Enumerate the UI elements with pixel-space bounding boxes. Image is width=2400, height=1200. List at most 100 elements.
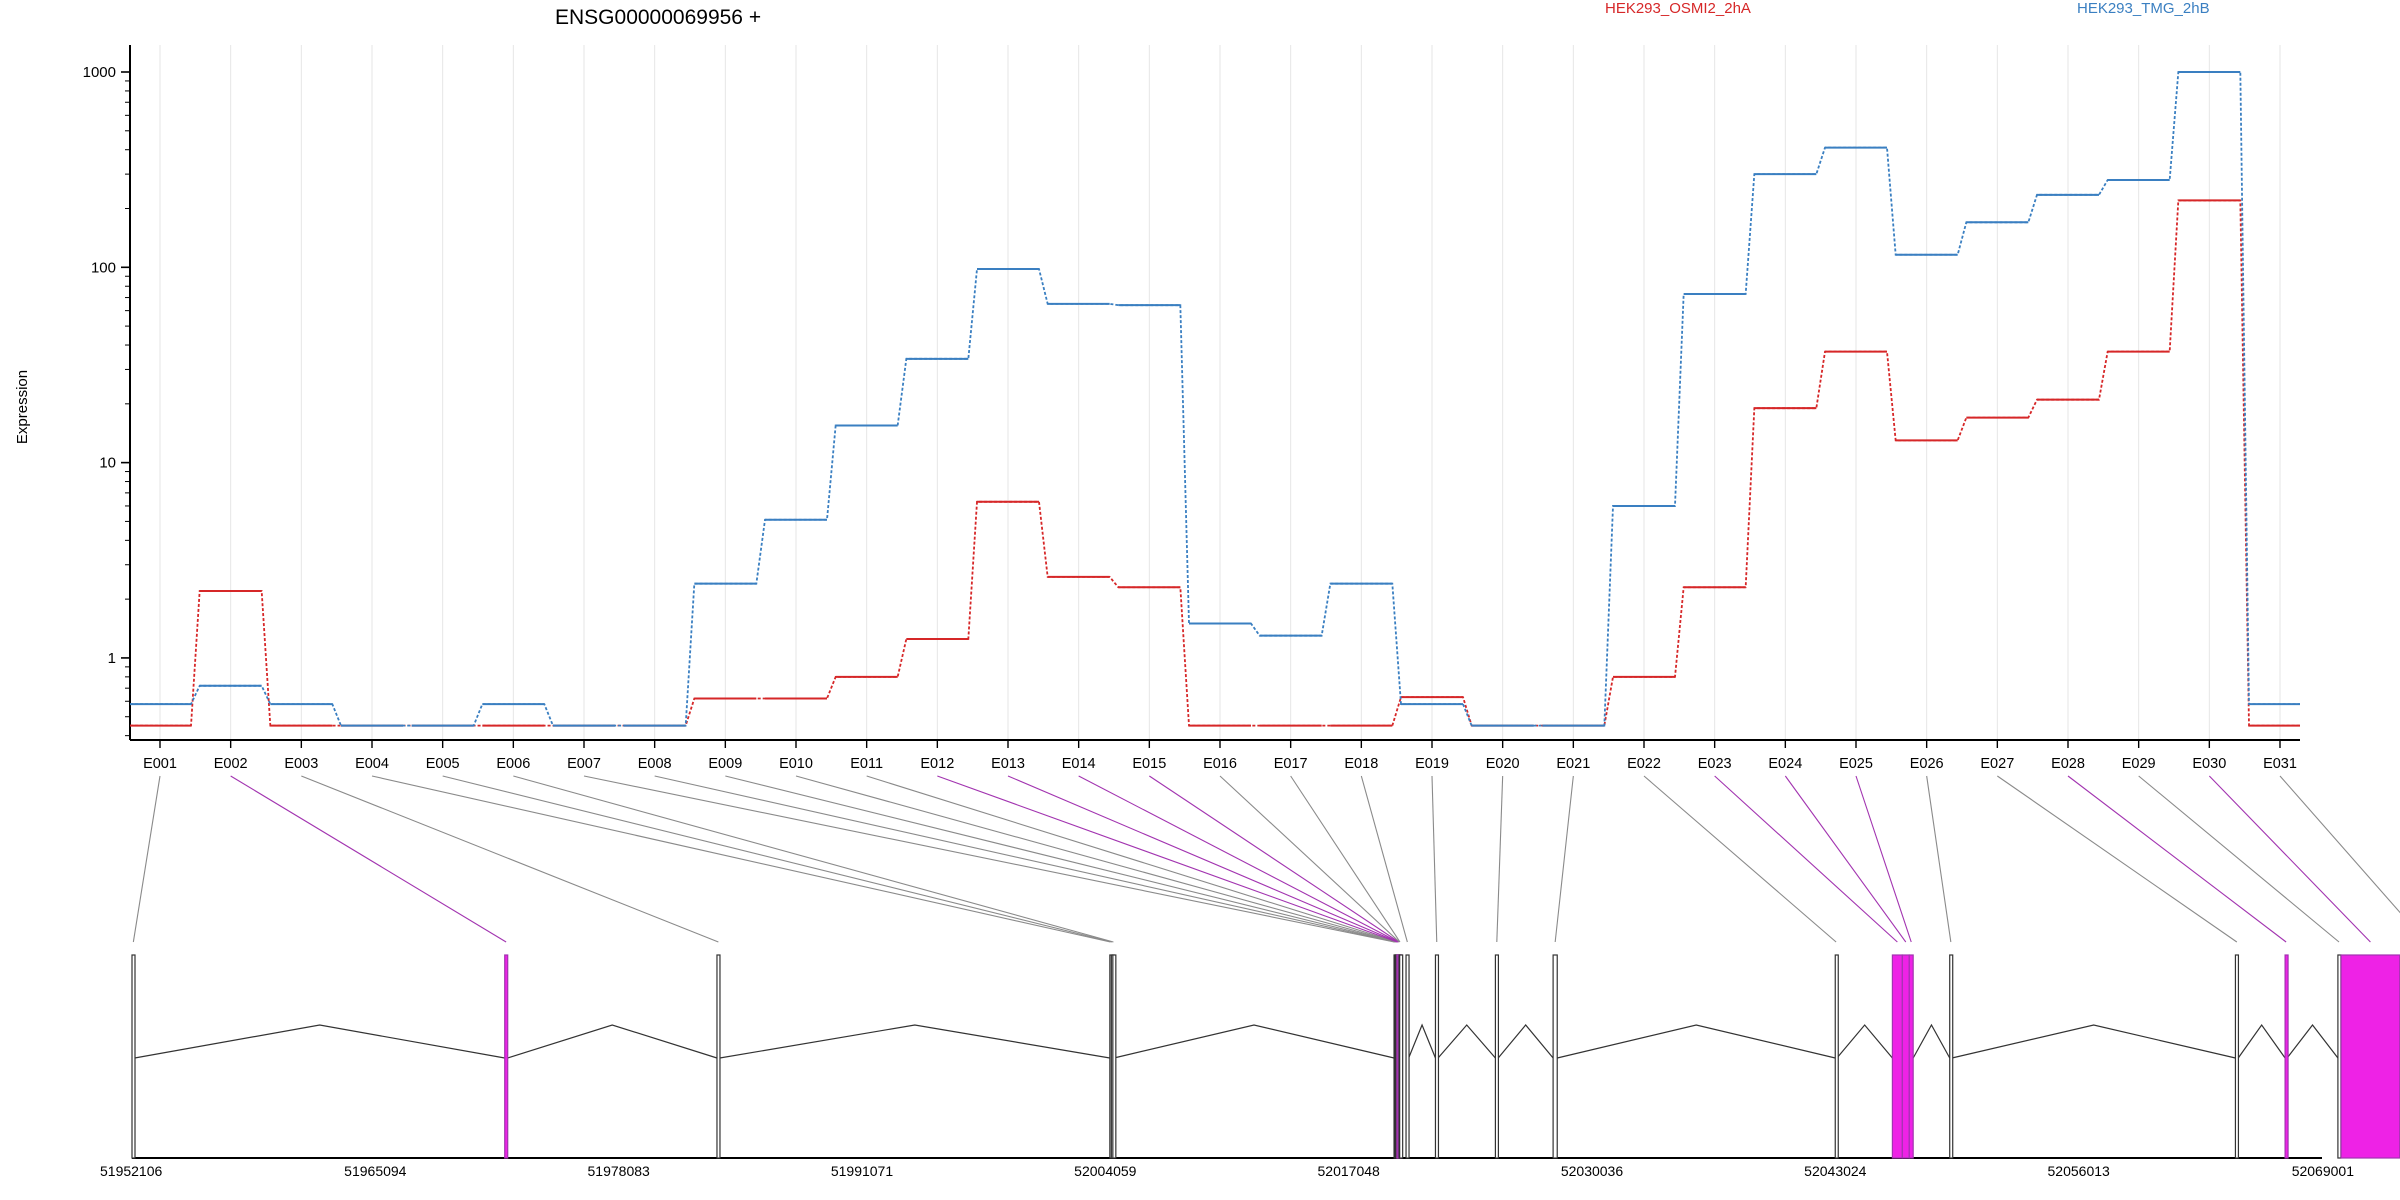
- exon-box-e024: [1901, 954, 1910, 1159]
- exon-label-e023: E023: [1698, 756, 1732, 772]
- intron-line: [507, 1024, 718, 1059]
- map-line-e004: [371, 775, 1111, 943]
- exon-label-e026: E026: [1910, 756, 1944, 772]
- coord-label: 52056013: [2048, 1163, 2111, 1179]
- coord-label: 52069001: [2292, 1163, 2355, 1179]
- exon-label-e003: E003: [284, 756, 318, 772]
- exon-box-e006: [1112, 954, 1117, 1159]
- map-line-e012: [937, 775, 1398, 943]
- chart-title: ENSG00000069956 +: [555, 6, 761, 29]
- intron-line: [1113, 1024, 1395, 1059]
- exon-label-e020: E020: [1486, 756, 1520, 772]
- exon-label-e016: E016: [1203, 756, 1237, 772]
- exon-label-e017: E017: [1274, 756, 1308, 772]
- intron-line: [1557, 1024, 1836, 1059]
- exon-label-e008: E008: [638, 756, 672, 772]
- exon-label-e018: E018: [1344, 756, 1378, 772]
- exon-mapping-lines: [132, 775, 2400, 943]
- map-line-e014: [1078, 775, 1399, 943]
- exon-box-e017: [1399, 954, 1404, 1159]
- exon-box-e020: [1494, 954, 1500, 1159]
- map-line-e020: [1496, 775, 1504, 943]
- y-tick-label: 1: [108, 650, 116, 667]
- map-line-e028: [2067, 775, 2287, 943]
- map-line-e023: [1714, 775, 1898, 943]
- exon-label-e030: E030: [2192, 756, 2226, 772]
- exon-label-e011: E011: [850, 756, 883, 772]
- y-tick-label: 100: [91, 259, 116, 276]
- intron-line: [1836, 1024, 1893, 1059]
- coord-label: 51991071: [831, 1163, 894, 1179]
- intron-line: [1497, 1024, 1554, 1059]
- intron-line: [719, 1024, 1110, 1059]
- y-axis-label: Expression: [14, 370, 31, 444]
- exon-label-e024: E024: [1768, 756, 1802, 772]
- map-line-e025: [1855, 775, 1912, 943]
- map-line-e009: [725, 775, 1396, 943]
- coord-label: 51978083: [588, 1163, 651, 1179]
- exon-box-e026: [1949, 954, 1954, 1159]
- coord-label: 51952106: [100, 1163, 163, 1179]
- map-line-e013: [1007, 775, 1398, 943]
- map-line-e001: [132, 775, 161, 943]
- coord-label: 52004059: [1074, 1163, 1137, 1179]
- exon-label-e015: E015: [1132, 756, 1166, 772]
- exon-box-e001: [131, 954, 136, 1159]
- map-line-e030: [2208, 775, 2371, 943]
- intron-line: [1437, 1024, 1496, 1059]
- exon-label-e009: E009: [708, 756, 742, 772]
- coord-label: 52017048: [1318, 1163, 1381, 1179]
- exon-box-e022: [1834, 954, 1839, 1159]
- map-line-e018: [1360, 775, 1408, 943]
- intron-line: [134, 1024, 505, 1059]
- gene-model: 51952106 51965094 51978083 51991071 52004059…: [100, 954, 2400, 1179]
- exon-label-e004: E004: [355, 756, 389, 772]
- exon-label-e007: E007: [567, 756, 601, 772]
- gridlines: [159, 45, 2281, 740]
- exon-label-e014: E014: [1062, 756, 1096, 772]
- map-line-e003: [301, 775, 719, 943]
- map-line-e031: [2279, 775, 2400, 914]
- exon-box-e023: [1891, 954, 1903, 1159]
- exon-label-e010: E010: [779, 756, 813, 772]
- map-line-e016: [1219, 775, 1400, 943]
- y-tick-label: 10: [99, 455, 116, 472]
- exon-box-e027: [2234, 954, 2240, 1159]
- exon-box-e018: [1405, 954, 1410, 1159]
- intron-line: [1951, 1024, 2236, 1059]
- exon-label-e001: E001: [143, 756, 177, 772]
- map-line-e010: [795, 775, 1397, 943]
- intron-line: [2286, 1024, 2339, 1059]
- map-line-e007: [583, 775, 1395, 943]
- exon-box-e028: [2284, 954, 2289, 1159]
- exon-box-e002: [504, 954, 509, 1159]
- exon-label-e025: E025: [1839, 756, 1873, 772]
- map-line-e022: [1643, 775, 1837, 943]
- coord-label: 51965094: [344, 1163, 407, 1179]
- legend-entry-tmg: HEK293_TMG_2hB: [2077, 0, 2210, 17]
- exon-label-e019: E019: [1415, 756, 1449, 772]
- legend-entry-osmi2: HEK293_OSMI2_2hA: [1605, 0, 1751, 17]
- coord-label: 52030036: [1561, 1163, 1624, 1179]
- exon-box-e003: [716, 954, 721, 1159]
- exon-box-e019: [1434, 954, 1440, 1159]
- coord-label: 52043024: [1804, 1163, 1867, 1179]
- exon-box-e030: [2340, 954, 2400, 1159]
- map-line-e026: [1926, 775, 1952, 943]
- exon-box-e025: [1908, 954, 1914, 1159]
- series-line-1: [130, 71, 2300, 727]
- map-line-e005: [442, 775, 1113, 943]
- map-line-e002: [230, 775, 507, 943]
- map-line-e019: [1431, 775, 1438, 943]
- axes: 1 10 100 1000 E001 E002 E003 E004 E005 E006 E007 E0…: [83, 45, 2300, 772]
- exon-box-e029: [2337, 954, 2342, 1159]
- map-line-e017: [1290, 775, 1401, 943]
- intron-line: [2237, 1023, 2286, 1059]
- exon-label-e013: E013: [991, 756, 1025, 772]
- exon-label-e021: E021: [1556, 756, 1590, 772]
- exon-label-e029: E029: [2122, 756, 2156, 772]
- map-line-e029: [2138, 775, 2340, 943]
- exon-label-e005: E005: [426, 756, 460, 772]
- intron-line: [1912, 1023, 1951, 1059]
